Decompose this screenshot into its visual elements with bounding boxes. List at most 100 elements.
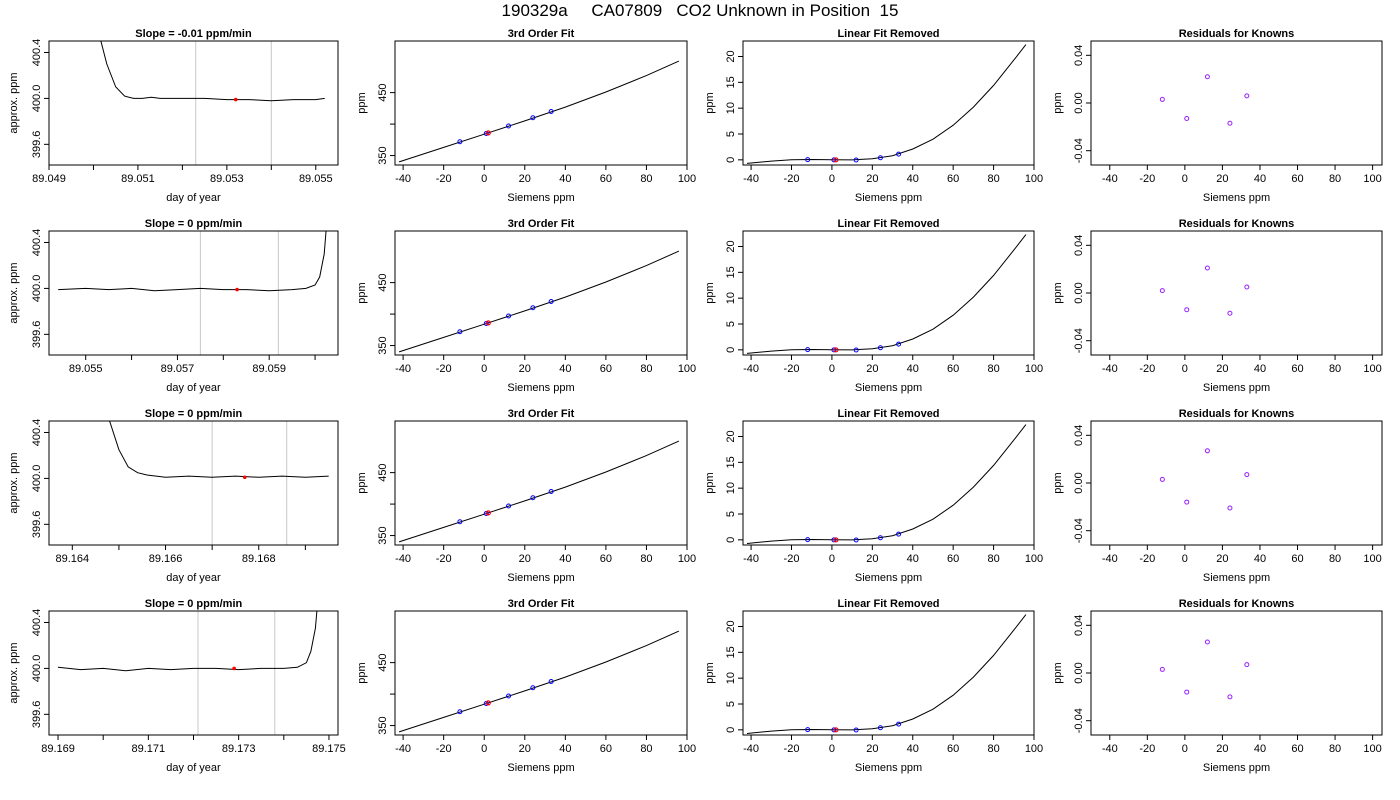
x-tick-label: 0 [481,173,487,185]
x-tick-label: 40 [907,743,919,755]
x-tick-label: 20 [519,553,531,565]
y-tick-label: 0.00 [1073,662,1085,683]
residual-point [1204,74,1210,80]
x-tick-label: 40 [559,553,571,565]
chart-title: Slope = 0 ppm/min [145,598,243,610]
y-tick-label: 20 [725,430,737,442]
series-line [398,250,680,353]
x-tick-label: 20 [866,173,878,185]
unknown-point [485,700,491,706]
y-tick-label: 400.4 [31,229,43,257]
x-tick-label: 40 [1254,553,1266,565]
x-tick-label: -20 [1139,553,1155,565]
x-tick-label: 0 [481,743,487,755]
series-line [398,440,680,543]
plot-frame [1090,230,1383,356]
x-tick-label: -40 [743,173,759,185]
y-tick-label: 0.04 [1073,45,1085,66]
x-tick-label: -40 [1102,743,1118,755]
known-point [530,495,536,501]
y-axis-label: ppm [356,662,368,683]
chart-panel-fit-2: 3rd Order Fit -40 -20 0 20 40 60 80 100 350 450 Sie… [356,408,696,584]
plot-frame [394,420,688,546]
chart-title: 3rd Order Fit [508,408,575,420]
residual-point [1227,120,1233,126]
known-point [831,157,837,163]
plot-frame [394,40,688,166]
series-line [109,421,329,478]
x-tick-label: -40 [395,553,411,565]
x-tick-label: 60 [1291,553,1303,565]
y-tick-label: 0.04 [1073,235,1085,256]
known-point [548,678,554,684]
unknown-marker [235,287,239,292]
y-tick-label: -0.04 [1073,518,1085,543]
chart-panel-linear_removed-2: Linear Fit Removed -40 -20 0 20 40 60 80 100 0 5 10… [704,408,1043,584]
x-tick-label: -40 [743,363,759,375]
known-point [853,727,859,733]
x-tick-label: 20 [519,743,531,755]
x-tick-label: 20 [1216,173,1228,185]
x-tick-label: -20 [784,743,800,755]
x-tick-label: 40 [907,173,919,185]
x-tick-label: 60 [947,363,959,375]
y-tick-label: 450 [377,653,389,671]
known-point [877,345,883,351]
y-tick-label: 0.04 [1073,615,1085,636]
x-tick-label: 0 [829,743,835,755]
known-point [457,519,463,525]
x-axis-label: day of year [166,572,221,584]
y-tick-label: 350 [377,526,389,544]
chart-panel-fit-3: 3rd Order Fit -40 -20 0 20 40 60 80 100 350 450 Sie… [356,598,696,774]
x-axis-label: day of year [166,382,221,394]
x-tick-label: 40 [1254,173,1266,185]
series-line [746,44,1027,164]
x-axis-label: Siemens ppm [855,192,922,204]
chart-title: Slope = -0.01 ppm/min [135,28,252,40]
chart-title: Linear Fit Removed [837,408,939,420]
y-tick-label: 0 [725,347,737,353]
plot-frame [1090,420,1383,546]
x-tick-label: 100 [678,173,696,185]
x-tick-label: 89.169 [41,743,75,755]
x-tick-label: 60 [600,553,612,565]
y-axis-label: approx. ppm [8,262,20,323]
x-tick-label: 0 [1182,173,1188,185]
x-tick-label: 40 [1254,743,1266,755]
x-axis-label: Siemens ppm [507,192,574,204]
chart-panel-trace-3: Slope = 0 ppm/min 89.169 89.171 89.173 89.17… [8,598,346,774]
known-point [896,721,902,727]
x-tick-label: 80 [1329,553,1341,565]
x-axis-label: Siemens ppm [1203,572,1270,584]
series-line [746,614,1027,734]
x-tick-label: 80 [1329,743,1341,755]
x-tick-label: 60 [947,553,959,565]
x-tick-label: 89.175 [312,743,346,755]
known-point [457,329,463,335]
y-tick-label: 15 [725,456,737,468]
known-point [853,537,859,543]
chart-title: 3rd Order Fit [508,218,575,230]
y-tick-label: 10 [725,482,737,494]
y-tick-label: 400.4 [31,609,43,637]
known-point [831,347,837,353]
known-point [457,139,463,145]
known-point [805,727,811,733]
known-point [896,151,902,157]
x-tick-label: 20 [519,363,531,375]
y-tick-label: 0.00 [1073,92,1085,113]
y-tick-label: 10 [725,102,737,114]
plot-frame [742,420,1035,546]
residual-point [1184,689,1190,695]
x-axis-label: Siemens ppm [507,382,574,394]
x-tick-label: 100 [1363,173,1381,185]
y-tick-label: 350 [377,146,389,164]
unknown-marker [233,97,238,102]
chart-panel-fit-0: 3rd Order Fit -40 -20 0 20 40 60 80 100 350 450 Sie… [356,28,696,204]
x-tick-label: 80 [987,363,999,375]
unknown-marker [242,475,247,480]
y-tick-label: 0 [725,727,737,733]
known-point [530,115,536,121]
x-tick-label: -20 [1139,173,1155,185]
